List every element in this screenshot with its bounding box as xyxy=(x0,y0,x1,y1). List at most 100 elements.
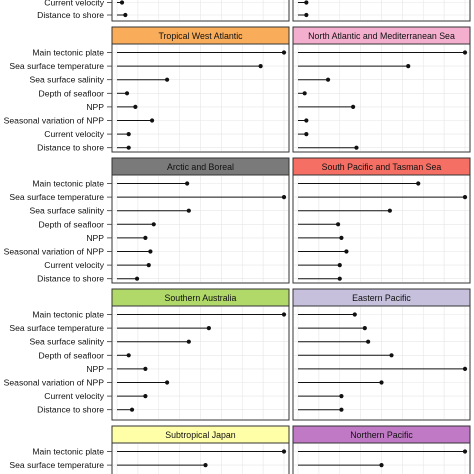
lollipop-dot xyxy=(281,50,287,55)
lollipop-dot xyxy=(304,0,309,5)
lollipop-dot xyxy=(462,449,468,454)
panel-body-6 xyxy=(111,442,290,474)
row1-variable-label: Main tectonic plate xyxy=(32,179,104,189)
lollipop-dot xyxy=(387,208,392,213)
lollipop-dot xyxy=(335,222,341,227)
row1-variable-label: NPP xyxy=(86,233,104,243)
lollipop-dot xyxy=(379,380,384,385)
lollipop-dot xyxy=(416,181,421,186)
lollipop-dot xyxy=(379,463,384,468)
lollipop-dot xyxy=(354,145,359,150)
panel-body-1 xyxy=(292,43,471,153)
row3-variable-label: Sea surface temperature xyxy=(9,460,104,470)
lollipop-dot xyxy=(302,91,307,96)
partial-variable-label: Current velocity xyxy=(44,0,104,8)
lollipop-dot xyxy=(143,366,148,371)
row0-variable-label: Depth of seafloor xyxy=(39,88,105,98)
row0-variable-label: Seasonal variation of NPP xyxy=(4,116,105,126)
row2-variable-label: Distance to shore xyxy=(37,405,104,415)
lollipop-dot xyxy=(337,263,342,268)
lollipop-dot xyxy=(126,353,131,358)
lollipop-dot xyxy=(129,407,135,412)
panel-body-4 xyxy=(111,305,290,421)
row2-variable-label: Main tectonic plate xyxy=(32,310,104,320)
lollipop-dot xyxy=(344,249,349,254)
lollipop-dot xyxy=(462,366,468,371)
lollipop-dot xyxy=(123,12,128,18)
lollipop-dot xyxy=(206,326,211,331)
lollipop-dot xyxy=(186,339,191,344)
lollipop-dot xyxy=(134,276,140,281)
row1-variable-label: Sea surface temperature xyxy=(9,192,104,202)
lollipop-dot xyxy=(304,12,309,18)
row1-variable-label: Distance to shore xyxy=(37,274,104,284)
row0-variable-label: Sea surface temperature xyxy=(9,61,104,71)
partial-variable-label: Distance to shore xyxy=(37,10,104,20)
panel-title-2: Arctic and Boreal xyxy=(167,162,234,172)
lollipop-dot xyxy=(119,0,125,5)
lollipop-dot xyxy=(304,132,309,137)
panel-body-3 xyxy=(292,174,471,284)
lollipop-dot xyxy=(149,118,155,123)
panel-title-5: Eastern Pacific xyxy=(352,293,411,303)
panel-body-5 xyxy=(292,305,471,421)
row2-variable-label: Seasonal variation of NPP xyxy=(4,378,105,388)
lollipop-dot xyxy=(462,50,468,55)
lollipop-dot xyxy=(462,195,468,200)
row3-variable-label: Main tectonic plate xyxy=(32,447,104,457)
panel-title-0: Tropical West Atlantic xyxy=(158,31,243,41)
row2-variable-label: Sea surface salinity xyxy=(29,337,104,347)
lollipop-dot xyxy=(281,312,287,317)
row2-variable-label: NPP xyxy=(86,364,104,374)
row0-variable-label: Sea surface salinity xyxy=(29,75,104,85)
row2-variable-label: Current velocity xyxy=(44,391,104,401)
row1-variable-label: Seasonal variation of NPP xyxy=(4,247,105,257)
row2-variable-label: Depth of seafloor xyxy=(39,350,105,360)
lollipop-dot xyxy=(362,326,367,331)
row2-variable-label: Sea surface temperature xyxy=(9,323,104,333)
row0-variable-label: NPP xyxy=(86,102,104,112)
lollipop-dot xyxy=(143,235,148,240)
lollipop-dot xyxy=(366,339,371,344)
partial-panel-1 xyxy=(292,0,471,22)
lollipop-dot xyxy=(339,235,344,240)
lollipop-dot xyxy=(186,208,191,213)
row1-variable-label: Depth of seafloor xyxy=(39,219,105,229)
panel-title-6: Subtropical Japan xyxy=(165,430,236,440)
lollipop-dot xyxy=(258,64,263,69)
lollipop-dot xyxy=(165,380,170,385)
row0-variable-label: Distance to shore xyxy=(37,143,104,153)
partial-panel-0 xyxy=(111,0,290,22)
row0-variable-label: Main tectonic plate xyxy=(32,48,104,58)
lollipop-dot xyxy=(203,463,208,468)
lollipop-dot xyxy=(151,222,156,227)
lollipop-dot xyxy=(126,145,131,150)
lollipop-dot xyxy=(352,312,357,317)
lollipop-dot xyxy=(281,449,287,454)
panel-title-3: South Pacific and Tasman Sea xyxy=(322,162,442,172)
lollipop-dot xyxy=(124,91,130,96)
lollipop-dot xyxy=(389,353,394,358)
lollipop-dot xyxy=(133,104,138,109)
lollipop-dot xyxy=(165,77,170,82)
lollipop-dot xyxy=(406,64,411,69)
lollipop-dot xyxy=(325,77,331,82)
panel-body-2 xyxy=(111,174,290,284)
panel-title-1: North Atlantic and Mediterranean Sea xyxy=(308,31,455,41)
row1-variable-label: Current velocity xyxy=(44,260,104,270)
row1-variable-label: Sea surface salinity xyxy=(29,206,104,216)
panel-title-4: Southern Australia xyxy=(165,293,237,303)
lollipop-dot xyxy=(339,394,344,399)
lollipop-dot xyxy=(281,195,287,200)
lollipop-dot xyxy=(339,407,344,412)
lollipop-dot xyxy=(351,104,356,109)
panel-body-0 xyxy=(111,43,290,153)
lollipop-dot xyxy=(126,132,131,137)
panel-title-7: Northern Pacific xyxy=(350,430,413,440)
lollipop-dot xyxy=(304,118,309,123)
lollipop-dot xyxy=(337,276,342,281)
lollipop-dot xyxy=(148,249,153,254)
row0-variable-label: Current velocity xyxy=(44,129,104,139)
lollipop-dot xyxy=(185,181,190,186)
